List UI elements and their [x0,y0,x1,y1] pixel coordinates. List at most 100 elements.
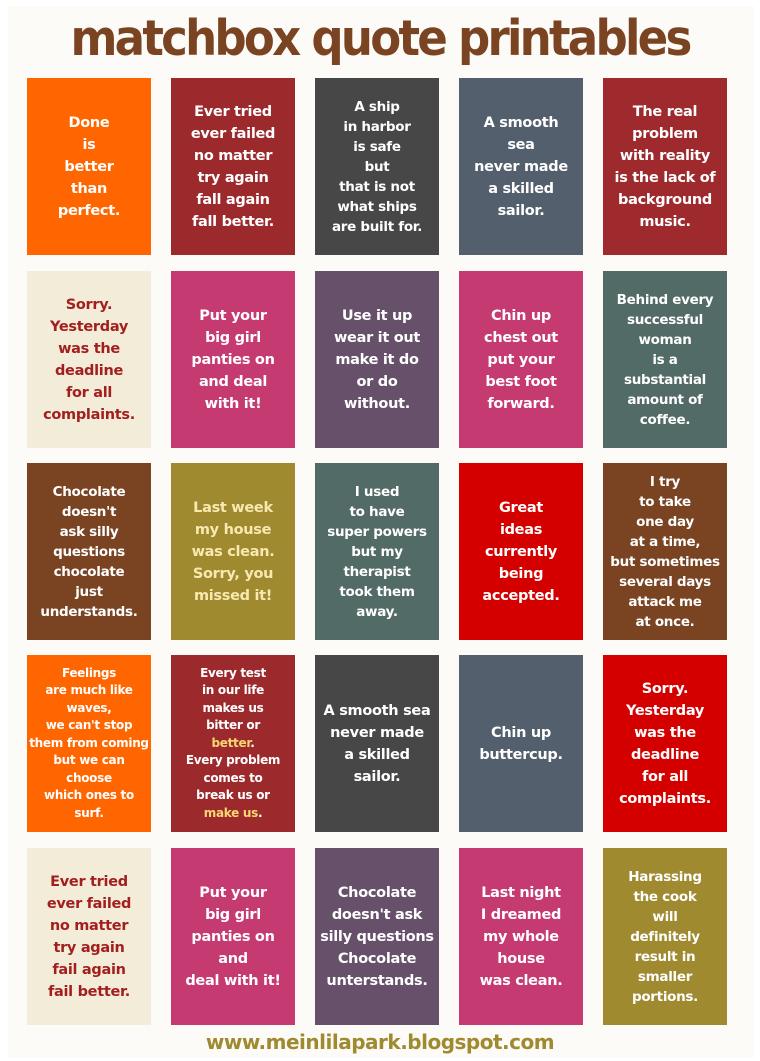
quote-line: woman [638,331,692,348]
quote-line: bitter or [206,718,260,733]
quote-line: attack me [628,593,702,610]
quote-line: Every test [200,665,266,680]
quote-line: them from coming [29,735,149,750]
quote-text: I used to have super powers but my therapist… [327,482,427,622]
quote-line: house [497,950,545,967]
quote-line: sea [507,136,535,153]
quote-card: Put your big girl panties on and deal with i… [171,848,295,1025]
quote-line: deal with it! [185,972,281,989]
quote-line: big girl [205,329,261,346]
quote-text: I try to take one day at a time, but sometim… [610,472,720,632]
quote-line: I dreamed [480,906,562,923]
quote-line: but [364,158,390,175]
quote-line: Behind every [616,291,714,308]
quote-line: Done [68,114,110,131]
quote-line: missed it! [193,587,273,604]
quote-text: A smooth sea never made a skilled sailor. [324,700,431,788]
quote-line: sailor. [497,202,545,219]
quote-card: Put your big girl panties on and deal with i… [171,271,295,448]
quote-text: Chin up chest out put your best foot forward… [484,305,558,415]
quote-card: I used to have super powers but my therapist… [315,463,439,640]
quote-card: A smooth sea never made a skilled sailor. [315,655,439,832]
quote-line: currently [484,543,558,560]
quote-line: try again [53,939,125,956]
quote-line: Chocolate [337,884,417,901]
quote-line: understands. [40,603,138,620]
highlighted-word: better [211,735,251,750]
quote-line: try again [197,169,269,186]
quote-line: best foot [485,373,557,390]
quote-line: my whole [483,928,559,945]
quote-line: Use it up [341,307,413,324]
quote-line: put your [487,351,555,368]
quote-line: therapist [343,563,411,580]
quote-card: Done is better than perfect. [27,78,151,255]
quote-line: smaller [637,968,693,985]
quote-line: panties on [191,928,275,945]
quote-text: Every test in our life makes us bitter or be… [185,665,281,823]
quote-line: complaints. [43,406,135,423]
quote-line: accepted. [482,587,560,604]
quote-card: Use it up wear it out make it do or do witho… [315,271,439,448]
quote-card: Last night I dreamed my whole house was clea… [459,848,583,1025]
quote-segment: . [257,805,263,820]
quote-line: will [652,908,678,925]
quote-card: Chocolate doesn't ask silly questions Choco… [315,848,439,1025]
quote-line: my house [194,521,272,538]
quote-line: big girl [205,906,261,923]
quote-line: doesn't ask [331,906,423,923]
quote-line: ideas [499,521,543,538]
quote-line: complaints. [619,790,711,807]
quote-line: but sometimes [610,553,720,570]
quote-line: Last night [481,884,561,901]
quote-line: makes us [202,700,264,715]
quote-line: sailor. [353,768,401,785]
quote-line: no matter [49,917,129,934]
quote-line: fall again [196,191,270,208]
page-title: matchbox quote printables [70,10,692,67]
quote-line: being [498,565,544,582]
quote-text: Use it up wear it out make it do or do witho… [334,305,420,415]
quote-card: Ever tried ever failed no matter try again f… [27,848,151,1025]
quote-text: Last week my house was clean. Sorry, you mis… [192,497,275,607]
quote-line: which ones to [44,788,134,803]
quote-line: without. [344,395,410,412]
quote-line: away. [356,603,398,620]
quote-text: A smooth sea never made a skilled sailor. [474,112,568,222]
quote-line: with reality [619,147,711,164]
quote-card: Sorry. Yesterday was the deadline for all com… [603,655,727,832]
quote-line: doesn't [61,503,117,520]
quote-line: substantial [623,371,707,388]
quote-line: successful [626,311,703,328]
quote-line: is [82,136,96,153]
quote-line: break us or [196,788,270,803]
quote-card: Great ideas currently being accepted. [459,463,583,640]
quote-card: Feelings are much like waves, we can't stop… [27,655,151,832]
quote-card: Last week my house was clean. Sorry, you mis… [171,463,295,640]
quote-line: at a time, [629,533,701,550]
quote-line: we can't stop [45,718,133,733]
quote-line: buttercup. [479,746,563,763]
quote-text: Ever tried ever failed no matter try again f… [191,101,276,233]
quote-line: Yesterday [49,318,129,335]
quote-card: The real problem with reality is the lack o… [603,78,727,255]
quote-line: background [618,191,712,208]
quote-line: or do [356,373,398,390]
quote-card: I try to take one day at a time, but sometim… [603,463,727,640]
quote-line: to have [349,503,405,520]
quote-text: A ship in harbor is safe but that is not what… [332,97,422,237]
quote-line: amount of [627,391,703,408]
quote-line: that is not [339,178,415,195]
quote-text: Feelings are much like waves, we can't stop… [29,665,149,823]
quote-line: chest out [484,329,558,346]
quote-line: waves, [66,700,112,715]
quote-line: panties on [191,351,275,368]
quote-line: is a [652,351,678,368]
quote-line: The real [632,103,698,120]
quote-line: never made [474,158,568,175]
quote-line: Great [498,499,544,516]
quote-text: Last night I dreamed my whole house was clea… [480,882,563,992]
quote-line: better. [186,735,280,753]
quote-line: Every problem [185,753,281,768]
quote-line: with it! [204,395,262,412]
